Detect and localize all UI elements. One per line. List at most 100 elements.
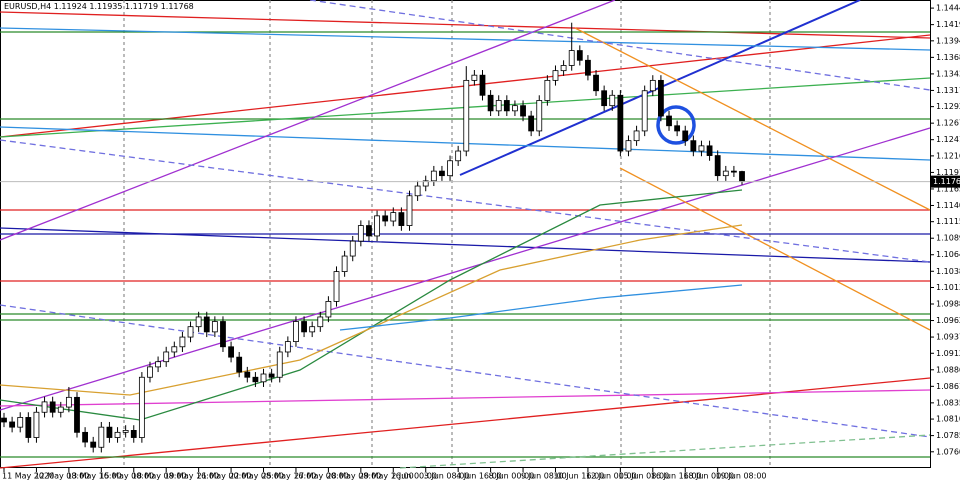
candle-body — [25, 417, 32, 438]
candle-body — [682, 130, 689, 142]
x-tick-label: 8 Jun 00:00 — [489, 472, 535, 481]
y-tick-label: 1.14190 — [936, 20, 960, 29]
y-tick-label: 1.11150 — [936, 217, 960, 226]
candle-body — [731, 170, 737, 173]
candle-body — [341, 255, 348, 272]
candles — [1, 22, 745, 453]
symbol: EURUSD,H4 — [4, 2, 51, 11]
y-tick-label: 1.10135 — [936, 283, 960, 292]
y-tick-label: 1.07600 — [936, 447, 960, 456]
candle-body — [244, 371, 251, 378]
candle-body — [90, 441, 97, 448]
x-tick-label: 28 May 08:00 — [326, 472, 381, 481]
candle-body — [439, 170, 445, 177]
candle-body — [1, 417, 7, 423]
candle-body — [544, 79, 551, 101]
candle-body — [382, 215, 389, 222]
x-tick-label: 10 Jun 16:00 — [553, 472, 604, 481]
candle-body — [390, 212, 397, 222]
x-tick-label: 25 May 16:00 — [262, 472, 317, 481]
candle-body — [463, 79, 470, 152]
candle-body — [560, 65, 567, 72]
y-tick-label: 1.12925 — [936, 102, 960, 111]
y-tick-label: 1.13430 — [936, 69, 960, 78]
y-tick-label: 1.14445 — [936, 4, 960, 13]
candle-body — [122, 430, 129, 433]
candle-body — [155, 361, 161, 368]
candle-body — [195, 316, 202, 328]
candle-body — [609, 94, 616, 107]
chart-header: EURUSD,H4 1.11924 1.11935 1.11719 1.1176… — [4, 2, 194, 11]
candle-body — [520, 105, 526, 117]
y-tick-label: 1.12670 — [936, 119, 960, 128]
x-tick-label: 18 May 08:00 — [132, 472, 187, 481]
candle-body — [260, 373, 267, 383]
y-tick-label: 1.09880 — [936, 300, 960, 309]
y-tick-label: 1.11655 — [936, 184, 960, 193]
candle-body — [138, 376, 145, 438]
drawings — [0, 0, 931, 469]
x-tick-label: 9 Jun 08:00 — [521, 472, 567, 481]
candle-body — [714, 155, 721, 177]
y-tick-label: 1.10640 — [936, 250, 960, 259]
y-tick-label: 1.11910 — [936, 168, 960, 177]
x-tick-label: 11 May 2020 — [2, 472, 54, 481]
price-tag-label: 1.11768 — [933, 177, 960, 186]
candle-body — [366, 225, 372, 237]
x-tick-label: 12 Jun 00:00 — [586, 472, 637, 481]
candle-body — [252, 376, 259, 383]
candle-body — [9, 421, 16, 428]
candle-body — [690, 140, 697, 152]
candle-body — [739, 171, 745, 183]
candle-body — [487, 94, 494, 112]
candle-body — [74, 396, 80, 433]
candle-body — [503, 100, 510, 112]
candle-body — [649, 79, 656, 92]
x-tick-label: 3 Jun 08:00 — [424, 472, 470, 481]
candle-body — [568, 50, 575, 66]
x-tick-label: 19 Jun 08:00 — [716, 472, 767, 481]
candle-body — [276, 351, 283, 378]
y-tick-label: 1.10895 — [936, 234, 960, 243]
x-tick-label: 15 May 00:00 — [99, 472, 154, 481]
candle-body — [455, 150, 462, 162]
candle-body — [398, 212, 405, 226]
ohlc-low: 1.11719 — [125, 2, 158, 11]
candle-body — [430, 170, 437, 182]
x-tick-label: 16 Jun 16:00 — [651, 472, 702, 481]
candle-body — [49, 401, 56, 413]
candle-body — [349, 240, 356, 257]
candle-body — [114, 431, 121, 438]
candle-body — [236, 356, 243, 373]
candle-body — [374, 215, 380, 237]
candle-body — [414, 185, 421, 197]
candle-body — [422, 180, 429, 187]
candle-body — [333, 271, 340, 302]
candle-body — [617, 94, 624, 152]
y-tick-label: 1.08865 — [936, 365, 960, 374]
candle-body — [57, 406, 64, 413]
candle-body — [528, 115, 535, 132]
candle-body — [301, 321, 307, 333]
y-tick-label: 1.13175 — [936, 86, 960, 95]
candle-body — [171, 346, 178, 353]
candle-body — [666, 115, 672, 127]
candle-body — [674, 125, 681, 132]
candle-body — [268, 373, 275, 378]
x-tick-label: 12 May 08:00 — [34, 472, 89, 481]
candle-body — [317, 316, 324, 328]
candle-body — [228, 346, 234, 358]
x-tick-label: 15 Jun 08:00 — [618, 472, 669, 481]
y-tick-label: 1.12165 — [936, 151, 960, 160]
x-tick-label: 22 May 08:00 — [229, 472, 284, 481]
candle-body — [33, 411, 40, 438]
x-tick-label: 19 May 16:00 — [164, 472, 219, 481]
candle-body — [17, 417, 24, 428]
candle-body — [536, 100, 543, 132]
y-tick-label: 1.12415 — [936, 135, 960, 144]
candle-body — [82, 431, 88, 443]
candle-body — [471, 74, 478, 81]
candle-body — [98, 426, 105, 448]
candle-body — [211, 321, 218, 333]
